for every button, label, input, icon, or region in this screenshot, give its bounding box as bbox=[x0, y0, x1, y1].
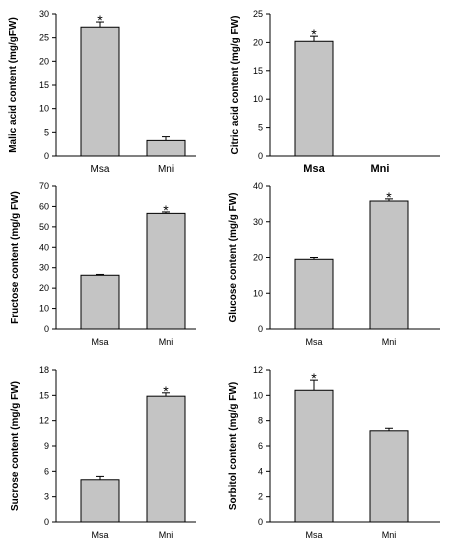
y-tick-label: 2 bbox=[258, 492, 263, 502]
y-tick-label: 20 bbox=[39, 56, 49, 66]
y-tick-label: 15 bbox=[253, 66, 263, 76]
significance-marker: * bbox=[386, 189, 392, 205]
bar bbox=[369, 430, 409, 523]
significance-marker: * bbox=[163, 202, 169, 218]
x-tick-label: Mni bbox=[382, 337, 397, 347]
y-tick-label: 60 bbox=[39, 201, 49, 211]
chart-panel-1: 0 5 10 15 20 25 30 * Msa Mni Malic acid content (m… bbox=[8, 9, 196, 175]
y-tick-label: 20 bbox=[253, 253, 263, 263]
chart-panel-2: 0 5 10 15 20 25 * Msa Mni Citric acid content (mg… bbox=[230, 9, 440, 175]
y-tick-label: 4 bbox=[258, 466, 263, 476]
significance-marker: * bbox=[163, 383, 169, 399]
significance-marker: * bbox=[97, 12, 103, 28]
y-tick-label: 70 bbox=[39, 181, 49, 191]
y-axis-label: Malic acid content (mg/gFW) bbox=[8, 17, 19, 153]
y-tick-label: 20 bbox=[253, 37, 263, 47]
bar bbox=[294, 389, 334, 523]
y-tick-label: 50 bbox=[39, 222, 49, 232]
y-tick-label: 9 bbox=[44, 441, 49, 451]
y-tick-label: 0 bbox=[258, 151, 263, 161]
y-tick-label: 0 bbox=[258, 324, 263, 334]
y-tick-label: 10 bbox=[253, 390, 263, 400]
x-tick-label: Mni bbox=[371, 163, 390, 175]
x-tick-label: Mni bbox=[159, 337, 174, 347]
y-tick-label: 0 bbox=[44, 324, 49, 334]
chart-panel-5: 0 3 6 9 12 15 18 Msa * Mni Sucrose content (mg/g F… bbox=[10, 365, 196, 540]
significance-marker: * bbox=[311, 26, 317, 42]
y-axis-label: Sorbitol content (mg/g FW) bbox=[228, 382, 239, 510]
y-tick-label: 15 bbox=[39, 390, 49, 400]
y-tick-label: 8 bbox=[258, 416, 263, 426]
y-tick-label: 18 bbox=[39, 365, 49, 375]
y-tick-label: 6 bbox=[44, 466, 49, 476]
y-axis-label: Glucose content (mg/g FW) bbox=[228, 193, 239, 323]
x-tick-label: Mni bbox=[159, 530, 174, 540]
y-tick-label: 5 bbox=[44, 127, 49, 137]
chart-panel-3: 0 10 20 30 40 50 60 70 Msa * Mni Fructose content (… bbox=[10, 181, 196, 347]
chart-panel-4: 0 10 20 30 40 Msa * Mni Glucose content (mg/g FW… bbox=[228, 181, 440, 347]
y-tick-label: 10 bbox=[39, 104, 49, 114]
x-tick-label: Msa bbox=[303, 163, 325, 175]
y-tick-label: 3 bbox=[44, 492, 49, 502]
y-tick-label: 10 bbox=[39, 304, 49, 314]
bar bbox=[80, 274, 120, 330]
y-axis-label: Sucrose content (mg/g FW) bbox=[10, 381, 21, 511]
x-tick-label: Msa bbox=[305, 530, 322, 540]
bar bbox=[146, 212, 186, 330]
bar bbox=[80, 26, 120, 157]
y-tick-label: 0 bbox=[258, 517, 263, 527]
y-tick-label: 20 bbox=[39, 283, 49, 293]
x-tick-label: Msa bbox=[91, 164, 110, 175]
y-tick-label: 5 bbox=[258, 123, 263, 133]
y-tick-label: 12 bbox=[253, 365, 263, 375]
x-tick-label: Mni bbox=[382, 530, 397, 540]
x-tick-label: Msa bbox=[91, 530, 108, 540]
bar bbox=[80, 479, 120, 523]
y-tick-label: 40 bbox=[253, 181, 263, 191]
y-tick-label: 15 bbox=[39, 80, 49, 90]
bar bbox=[146, 395, 186, 523]
x-tick-label: Msa bbox=[305, 337, 322, 347]
significance-marker: * bbox=[311, 370, 317, 386]
y-tick-label: 25 bbox=[253, 9, 263, 19]
bar bbox=[294, 258, 334, 330]
x-tick-label: Mni bbox=[158, 164, 174, 175]
y-tick-label: 10 bbox=[253, 94, 263, 104]
chart-panel-6: 0 2 4 6 8 10 12 * Msa Mni Sorbitol content (mg/g F… bbox=[228, 365, 440, 540]
y-tick-label: 0 bbox=[44, 151, 49, 161]
y-tick-label: 30 bbox=[253, 217, 263, 227]
x-tick-label: Msa bbox=[91, 337, 108, 347]
y-tick-label: 12 bbox=[39, 416, 49, 426]
y-tick-label: 25 bbox=[39, 33, 49, 43]
y-tick-label: 30 bbox=[39, 263, 49, 273]
y-axis-label: Fructose content (mg/g FW) bbox=[10, 191, 21, 324]
y-tick-label: 30 bbox=[39, 9, 49, 19]
y-tick-label: 10 bbox=[253, 288, 263, 298]
y-tick-label: 40 bbox=[39, 242, 49, 252]
bar bbox=[369, 200, 409, 330]
y-axis-label: Citric acid content (mg/g FW) bbox=[230, 16, 241, 155]
bar bbox=[294, 40, 334, 157]
bar bbox=[146, 139, 186, 157]
y-tick-label: 0 bbox=[44, 517, 49, 527]
y-tick-label: 6 bbox=[258, 441, 263, 451]
